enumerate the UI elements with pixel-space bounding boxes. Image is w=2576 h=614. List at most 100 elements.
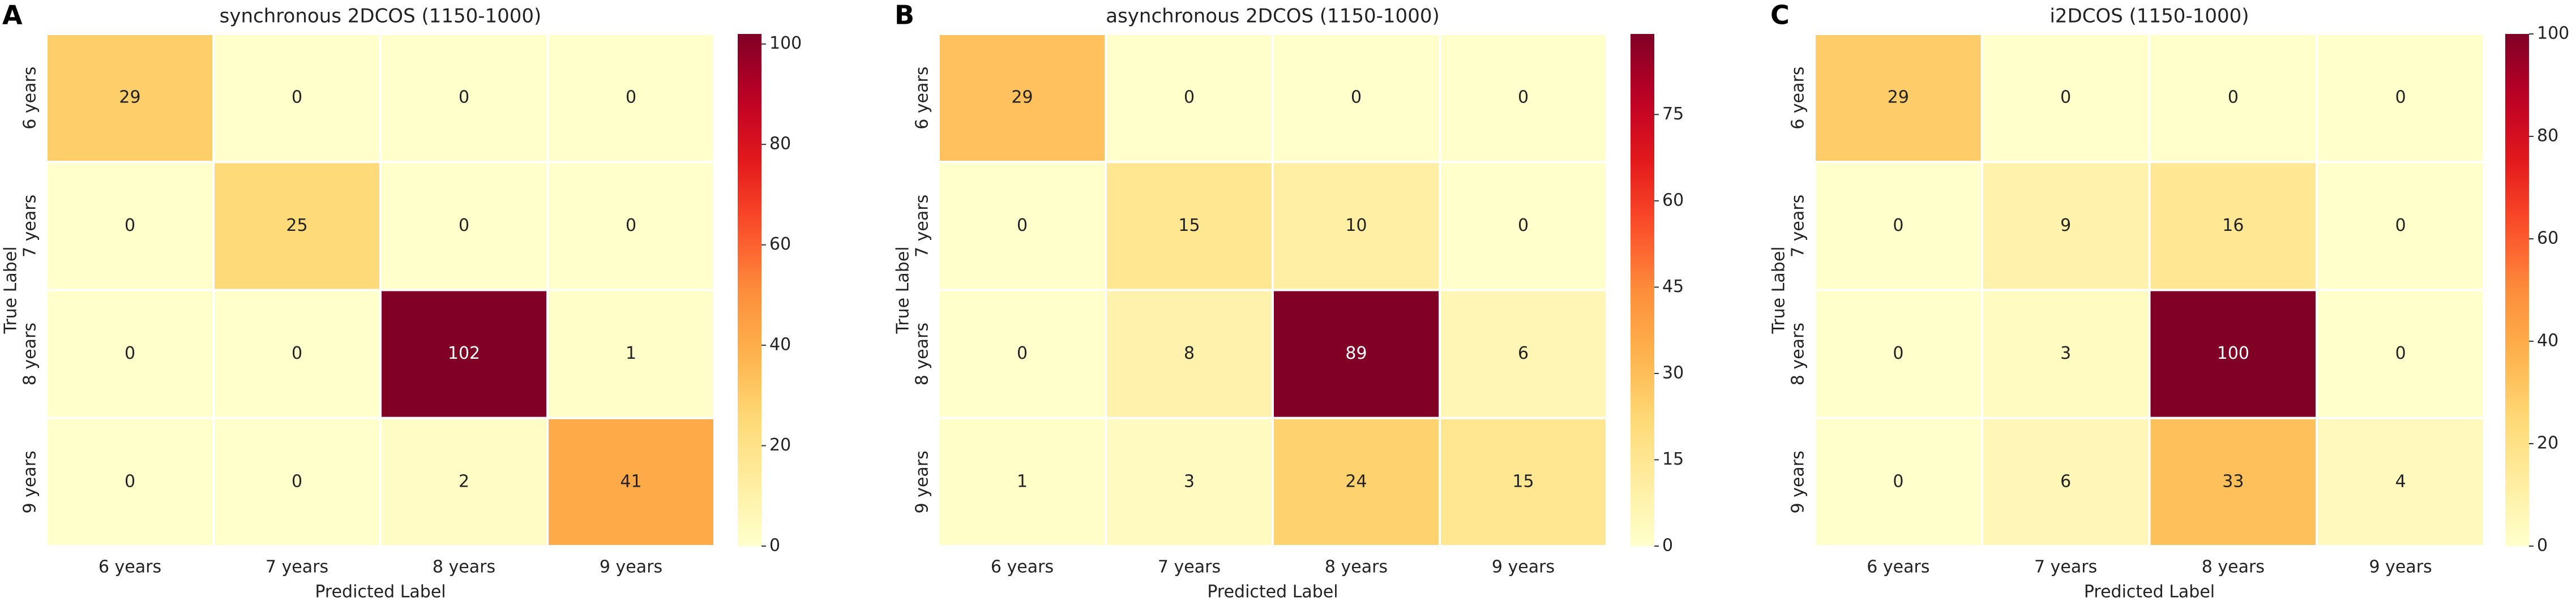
- heatmap-cell: [2316, 417, 2485, 547]
- cell-label: 3: [2060, 344, 2071, 363]
- x-axis-label: Predicted Label: [1207, 582, 1338, 602]
- colorbar: [1631, 34, 1654, 546]
- heatmap-cell: [1439, 289, 1608, 419]
- colorbar-tick-label: 0: [769, 536, 780, 556]
- cell-label: 25: [286, 216, 307, 235]
- x-tick-label: 6 years: [99, 557, 161, 577]
- y-tick-label: 7 years: [913, 195, 932, 257]
- cell-label: 0: [1518, 88, 1529, 108]
- cell-label: 24: [1345, 471, 1367, 491]
- colorbar-tick-label: 80: [2537, 126, 2558, 146]
- heatmap-cell: [1813, 161, 1983, 291]
- colorbar: [738, 34, 761, 546]
- heatmap-cell: [546, 417, 716, 547]
- cell-label: 3: [1184, 471, 1195, 491]
- colorbar-tick-label: 15: [1662, 449, 1684, 469]
- cell-label: 4: [2395, 471, 2406, 491]
- y-tick-label: 6 years: [913, 67, 932, 130]
- cell-label: 0: [125, 471, 135, 491]
- x-tick-label: 9 years: [2369, 557, 2432, 577]
- x-tick-label: 7 years: [2034, 557, 2097, 577]
- cell-label: 0: [459, 88, 469, 108]
- cell-label: 6: [1518, 344, 1529, 363]
- x-tick-label: 6 years: [991, 557, 1054, 577]
- cell-label: 0: [1017, 216, 1028, 235]
- cell-label: 0: [2228, 88, 2239, 108]
- colorbar-tick-label: 45: [1662, 277, 1684, 297]
- heatmap-cell: [1813, 33, 1983, 164]
- y-tick-label: 6 years: [1788, 67, 1808, 130]
- y-tick-label: 7 years: [1788, 195, 1808, 257]
- heatmap-cell: [1439, 33, 1608, 164]
- colorbar-tick-label: 0: [2537, 536, 2548, 556]
- heatmap-cell: [938, 417, 1107, 547]
- heatmap-cell: [1813, 289, 1983, 419]
- colorbar-tick-label: 40: [2537, 331, 2558, 351]
- cell-label: 102: [448, 344, 480, 363]
- heatmap-cell: [1813, 417, 1983, 547]
- heatmap-cell: [2148, 33, 2318, 164]
- heatmap-cell: [1980, 417, 2151, 547]
- colorbar-tick-label: 80: [769, 134, 791, 154]
- heatmap-cell: [212, 417, 382, 547]
- y-tick-label: 9 years: [913, 450, 932, 513]
- heatmap-cell: [1439, 161, 1608, 291]
- heatmap-cell: [1439, 417, 1608, 547]
- heatmap-cell: [1980, 161, 2151, 291]
- y-axis-label: True Label: [893, 246, 913, 334]
- x-tick-label: 8 years: [2202, 557, 2265, 577]
- cell-label: 0: [1893, 344, 1903, 363]
- heatmap-cell: [546, 33, 716, 164]
- x-tick-label: 7 years: [1158, 557, 1221, 577]
- panel-label: B: [895, 0, 914, 31]
- cell-label: 16: [2222, 216, 2244, 235]
- cell-label: 29: [1888, 88, 1909, 108]
- cell-label: 8: [1184, 344, 1195, 363]
- cell-label: 0: [292, 471, 302, 491]
- panel-label: A: [2, 0, 23, 31]
- heatmap-cell: [212, 161, 382, 291]
- cell-label: 0: [1518, 216, 1529, 235]
- cell-label: 0: [1893, 216, 1903, 235]
- x-tick-label: 6 years: [1867, 557, 1929, 577]
- x-tick-label: 9 years: [600, 557, 662, 577]
- cell-label: 0: [292, 88, 302, 108]
- x-tick-label: 7 years: [266, 557, 328, 577]
- cell-label: 0: [125, 216, 135, 235]
- panel-label: C: [1770, 0, 1790, 31]
- cell-label: 0: [2395, 88, 2406, 108]
- colorbar: [2505, 34, 2529, 546]
- heatmap-cell: [1105, 289, 1274, 419]
- y-axis-label: True Label: [1769, 246, 1789, 334]
- cell-label: 0: [626, 88, 636, 108]
- heatmap-cell: [2316, 161, 2485, 291]
- heatmap-cell: [1105, 33, 1274, 164]
- heatmap-cell: [45, 417, 215, 547]
- cell-label: 33: [2222, 471, 2244, 491]
- cell-label: 0: [626, 216, 636, 235]
- chart-title: i2DCOS (1150-1000): [2049, 5, 2249, 28]
- colorbar-tick-label: 20: [769, 435, 791, 455]
- cell-label: 0: [1893, 471, 1903, 491]
- colorbar-tick-label: 60: [769, 234, 791, 254]
- heatmap-cell: [212, 289, 382, 419]
- heatmap-cell: [546, 289, 716, 419]
- cell-label: 9: [2060, 216, 2071, 235]
- y-tick-label: 9 years: [1788, 450, 1808, 513]
- cell-label: 41: [620, 471, 641, 491]
- heatmap-cell: [1980, 289, 2151, 419]
- heatmap-cell: [1105, 417, 1274, 547]
- colorbar-tick-label: 75: [1662, 104, 1684, 124]
- cell-label: 6: [2060, 471, 2071, 491]
- cell-label: 0: [2395, 216, 2406, 235]
- heatmap-cell: [938, 33, 1107, 164]
- x-tick-label: 8 years: [433, 557, 495, 577]
- x-axis-label: Predicted Label: [315, 582, 446, 602]
- cell-label: 0: [2395, 344, 2406, 363]
- cell-label: 0: [1017, 344, 1028, 363]
- heatmap-cell: [45, 33, 215, 164]
- cell-label: 100: [2217, 344, 2249, 363]
- cell-label: 29: [119, 88, 140, 108]
